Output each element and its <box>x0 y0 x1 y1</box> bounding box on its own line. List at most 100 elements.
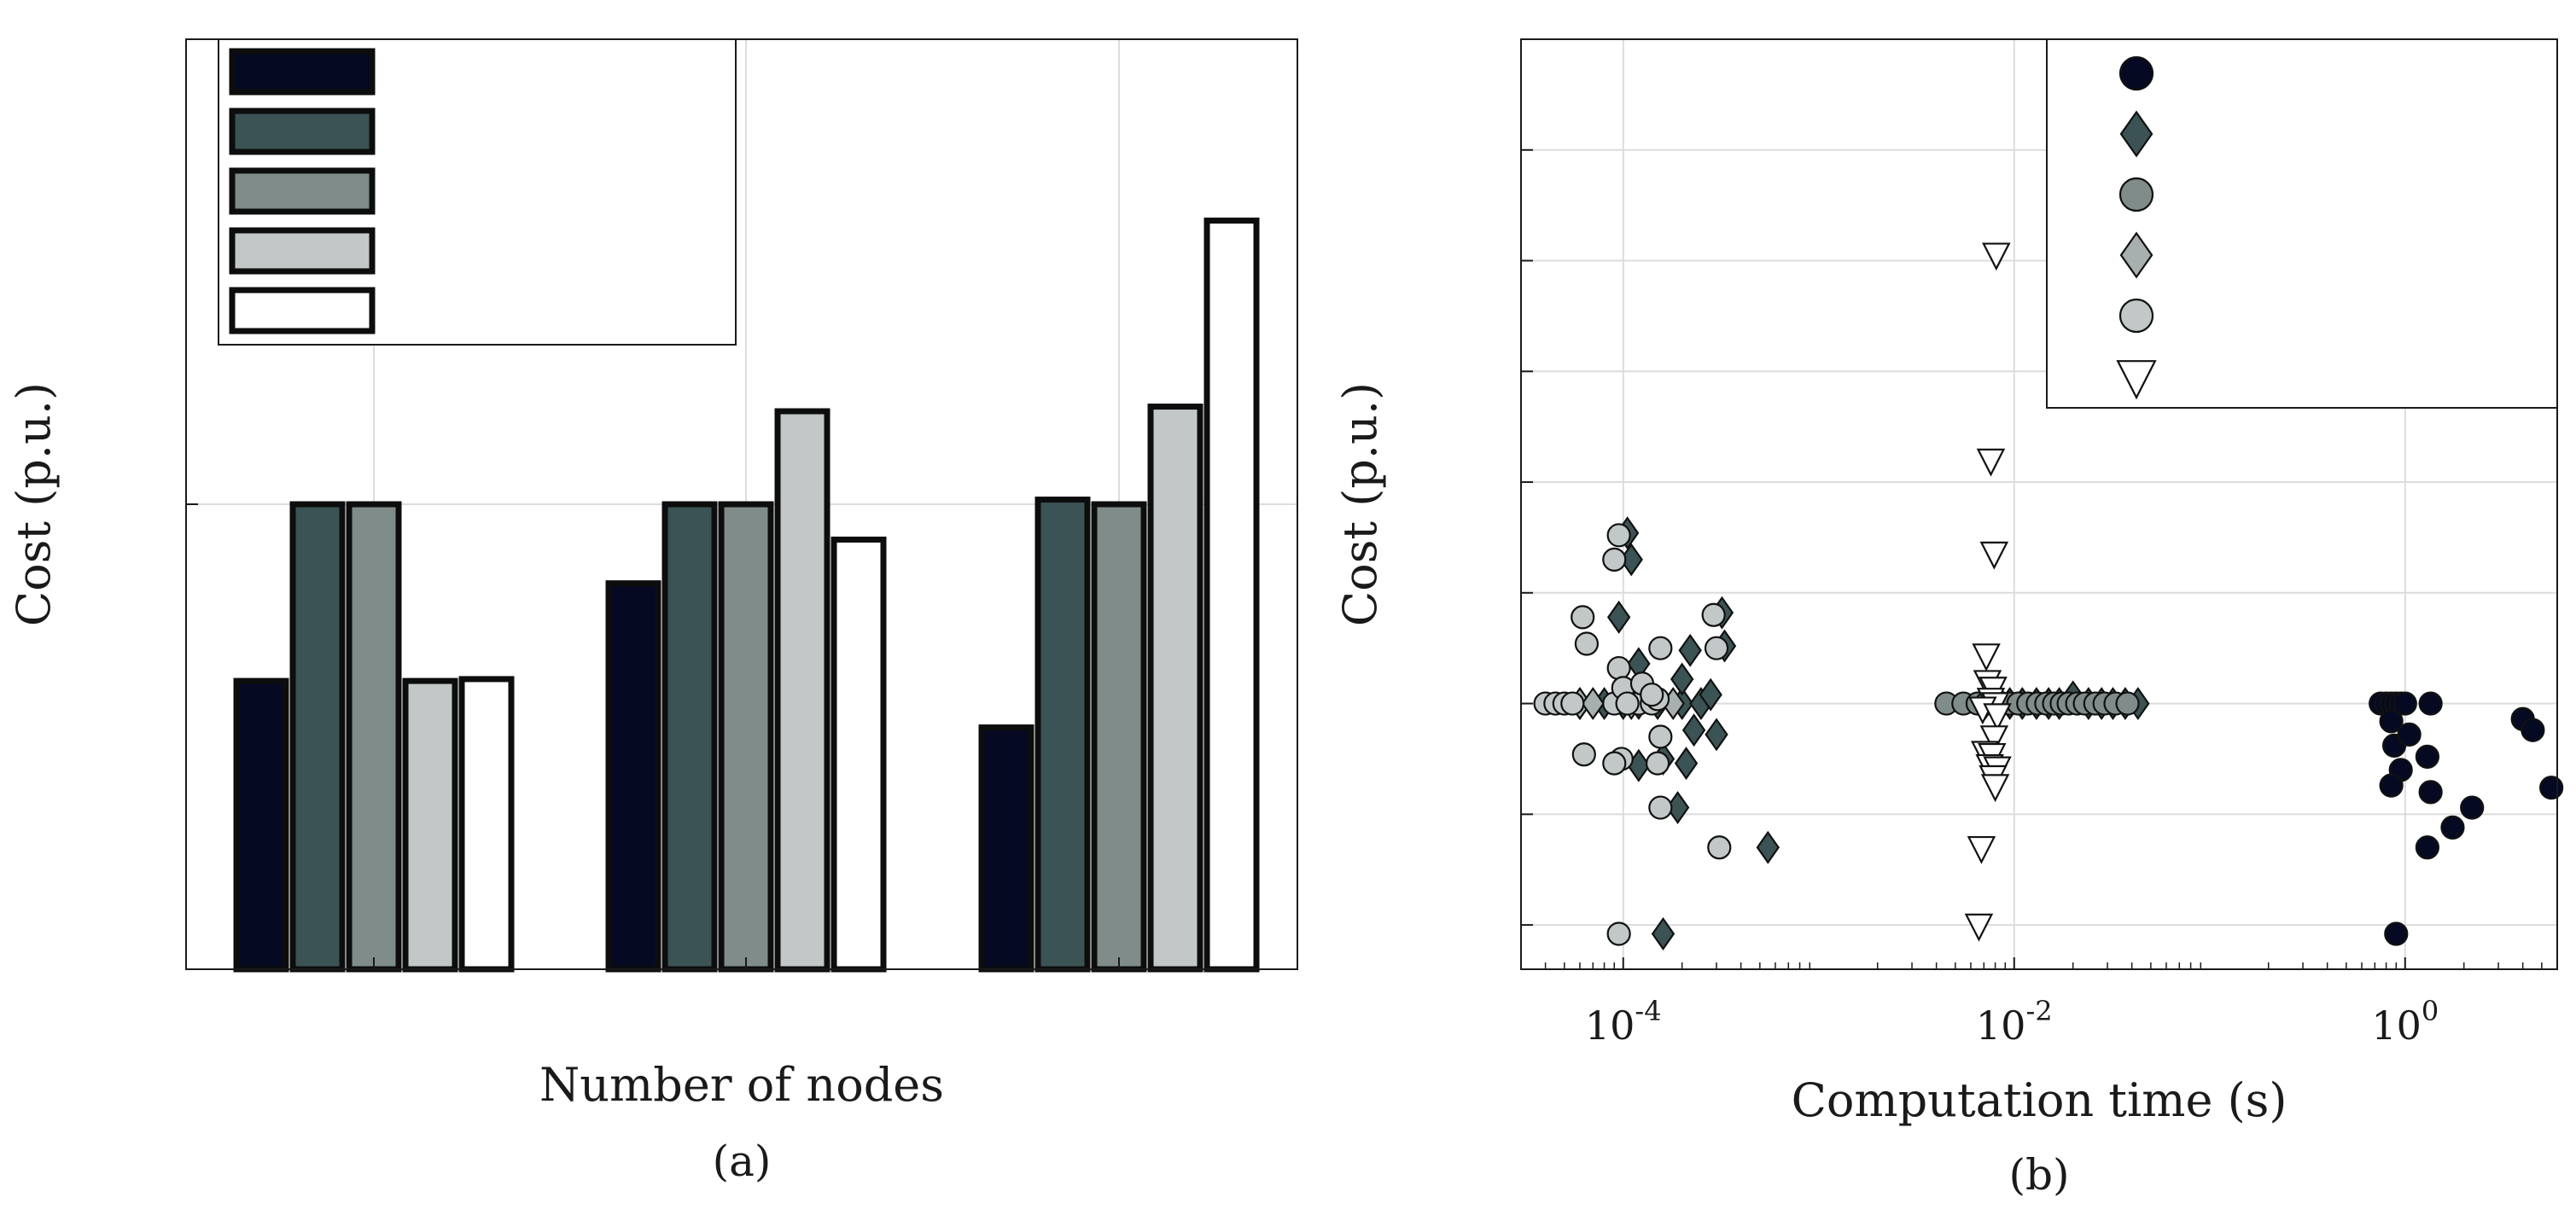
scatter-point <box>2384 921 2409 946</box>
legend-marker <box>2118 298 2154 334</box>
bar <box>1091 501 1147 973</box>
scatter-point <box>1606 921 1631 946</box>
scatter-point <box>1705 718 1728 752</box>
legend-marker <box>2118 55 2154 91</box>
legend-swatch <box>229 48 376 96</box>
scatter-point <box>1756 830 1780 864</box>
scatter-point <box>1648 724 1673 749</box>
scatter-point <box>1602 547 1627 572</box>
bar <box>289 501 346 973</box>
bar <box>718 501 774 973</box>
scatter-point <box>1606 600 1631 634</box>
bar <box>1034 497 1091 973</box>
scatter-point <box>1602 751 1627 776</box>
scatter-point <box>2379 709 2404 734</box>
scatter-point <box>1648 636 1673 660</box>
bar <box>661 501 718 973</box>
caption-b: (b) <box>2008 1150 2069 1200</box>
bar-x-ticks <box>373 957 1120 969</box>
scatter-point <box>1574 631 1600 656</box>
scatter-point <box>2392 691 2417 716</box>
scatter-point <box>1615 691 1640 716</box>
scatter-x-axis-label: Computation time (s) <box>1792 1073 2288 1127</box>
tick-exponent: 0 <box>2422 995 2439 1027</box>
scatter-point <box>1606 655 1631 681</box>
bar <box>458 676 515 973</box>
bar <box>346 501 402 973</box>
scatter-x-tick-label: 100 <box>2371 995 2439 1049</box>
scatter-point <box>1581 687 1605 721</box>
scatter-x-tick-label: 10-4 <box>1585 995 1662 1049</box>
bar <box>978 724 1034 973</box>
legend-swatch <box>229 167 376 215</box>
bar-chart-panel: Cost (p.u.) Number of nodes (a) <box>7 38 1298 1186</box>
scatter-point <box>1681 713 1706 747</box>
bar-y-axis-label: Cost (p.u.) <box>7 382 61 626</box>
scatter-point <box>1571 742 1596 767</box>
tick-exponent: -2 <box>2025 995 2052 1027</box>
scatter-point <box>1648 795 1673 820</box>
scatter-point <box>2415 835 2439 860</box>
legend-swatch <box>229 287 376 334</box>
scatter-point <box>2460 795 2485 820</box>
scatter-y-ticks <box>1521 38 1533 927</box>
scatter-point <box>1678 633 1702 667</box>
legend-marker <box>2116 360 2157 400</box>
legend-marker <box>2118 177 2154 212</box>
scatter-point <box>2418 691 2443 716</box>
scatter-point <box>2115 691 2140 716</box>
scatter-point <box>1967 835 1996 864</box>
scatter-x-tick-label: 10-2 <box>1976 995 2053 1049</box>
caption-a: (a) <box>713 1136 772 1186</box>
bar <box>1147 404 1203 973</box>
scatter-point <box>2539 776 2564 800</box>
scatter-point <box>2379 773 2404 798</box>
scatter-point <box>2521 718 2545 742</box>
bar <box>402 677 458 973</box>
legend-swatch <box>229 227 376 275</box>
scatter-point <box>1645 751 1670 776</box>
scatter-point <box>2415 744 2439 769</box>
scatter-point <box>1640 683 1664 707</box>
scatter-chart-panel: 10-4 10-2 100 Cost (p.u.) Computation time… <box>1333 38 2564 1200</box>
tick-base: 10 <box>1976 1003 2026 1049</box>
bar <box>233 677 289 973</box>
scatter-point <box>1976 448 2006 477</box>
bar-legend <box>218 38 737 346</box>
scatter-y-axis-label: Cost (p.u.) <box>1333 382 1387 626</box>
scatter-point <box>1982 242 2011 271</box>
scatter-point <box>1972 643 2001 671</box>
bar-x-axis-label: Number of nodes <box>539 1058 944 1112</box>
scatter-point <box>1651 917 1676 950</box>
scatter-legend-box <box>2046 38 2558 409</box>
scatter-point <box>1704 636 1729 660</box>
scatter-point <box>1606 523 1631 548</box>
bar <box>774 408 830 973</box>
scatter-plot-frame <box>1520 38 2558 970</box>
scatter-x-ticks: 10-4 10-2 100 <box>1520 957 2558 1049</box>
scatter-point <box>1560 691 1585 716</box>
scatter-legend <box>2046 38 2558 409</box>
scatter-point <box>1964 913 1994 942</box>
bar <box>1203 218 1260 973</box>
tick-exponent: -4 <box>1635 995 1661 1027</box>
bar <box>830 536 887 973</box>
scatter-point <box>2440 815 2465 840</box>
legend-marker <box>2119 110 2153 158</box>
scatter-point <box>1983 703 2012 732</box>
scatter-point <box>1979 725 2009 753</box>
bar <box>605 580 661 973</box>
scatter-point <box>1699 677 1722 712</box>
bar-y-ticks <box>186 38 198 970</box>
tick-base: 10 <box>2371 1003 2422 1049</box>
scatter-point <box>1701 602 1726 627</box>
legend-swatch <box>229 108 376 155</box>
scatter-series-group <box>1533 242 2564 950</box>
scatter-point <box>1674 747 1699 781</box>
scatter-point <box>2397 722 2422 747</box>
scatter-point <box>1571 605 1595 630</box>
scatter-point <box>2418 780 2443 805</box>
scatter-point <box>1980 774 2010 803</box>
tick-base: 10 <box>1585 1003 1635 1049</box>
